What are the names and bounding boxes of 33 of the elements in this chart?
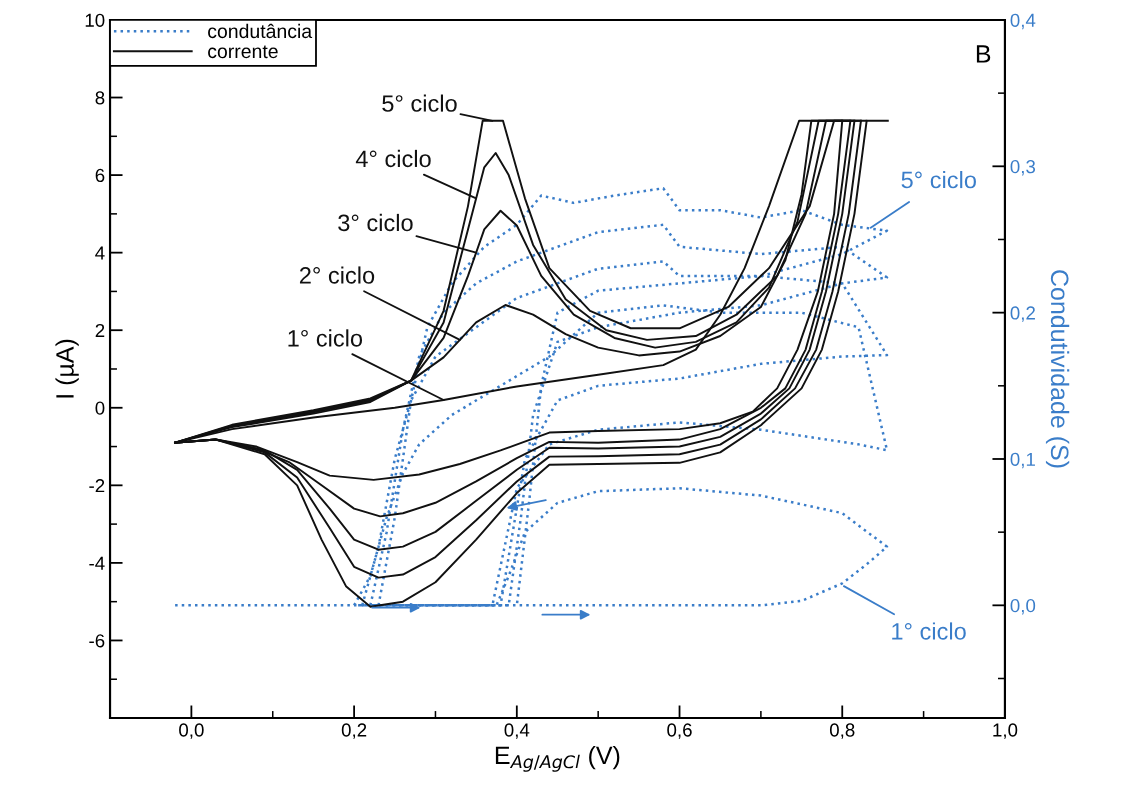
- annotation: B: [976, 45, 991, 63]
- y-tick-label: 0: [95, 401, 105, 415]
- x-tick-label: 0,4: [504, 723, 530, 739]
- y-tick-label: 2: [95, 323, 105, 337]
- legend-label: corrente: [208, 45, 278, 59]
- x-tick-label: 1,0: [993, 723, 1018, 739]
- y2-tick-label: 0,1: [1010, 452, 1035, 469]
- annotation: 5° ciclo: [382, 94, 457, 112]
- annotation: 1° ciclo: [892, 622, 966, 640]
- annotation: 1° ciclo: [288, 329, 363, 347]
- x-axis-title: E$_{Ag/AgCl}$ (V): [495, 745, 620, 772]
- y2-tick-label: 0,3: [1010, 160, 1036, 176]
- y-tick-label: 4: [95, 246, 105, 260]
- y2-tick-label: 0,2: [1010, 306, 1035, 322]
- annotation: 2° ciclo: [299, 266, 375, 284]
- y-axis-title: I (µA): [55, 339, 79, 398]
- x-tick-label: 0,2: [341, 723, 367, 739]
- x-tick-label: 0,8: [829, 723, 855, 739]
- y2-tick-label: 0,0: [1010, 599, 1036, 615]
- y2-axis-title: Condutividade (S): [1045, 270, 1070, 468]
- y-tick-label: 8: [95, 91, 105, 105]
- y-tick-label: -6: [89, 634, 105, 648]
- y2-tick-label: 0,4: [1010, 13, 1036, 30]
- annotation: 4° ciclo: [355, 149, 431, 168]
- y-tick-label: -2: [89, 479, 105, 493]
- annotation: 5° ciclo: [901, 170, 976, 189]
- y-tick-label: -4: [89, 556, 105, 570]
- legend-label: condutância: [208, 23, 313, 39]
- y-tick-label: 6: [95, 168, 105, 183]
- x-tick-label: 0,0: [179, 723, 204, 739]
- annotation: 3° ciclo: [338, 213, 413, 232]
- x-tick-label: 0,6: [667, 723, 692, 739]
- y-tick-label: 10: [85, 13, 105, 27]
